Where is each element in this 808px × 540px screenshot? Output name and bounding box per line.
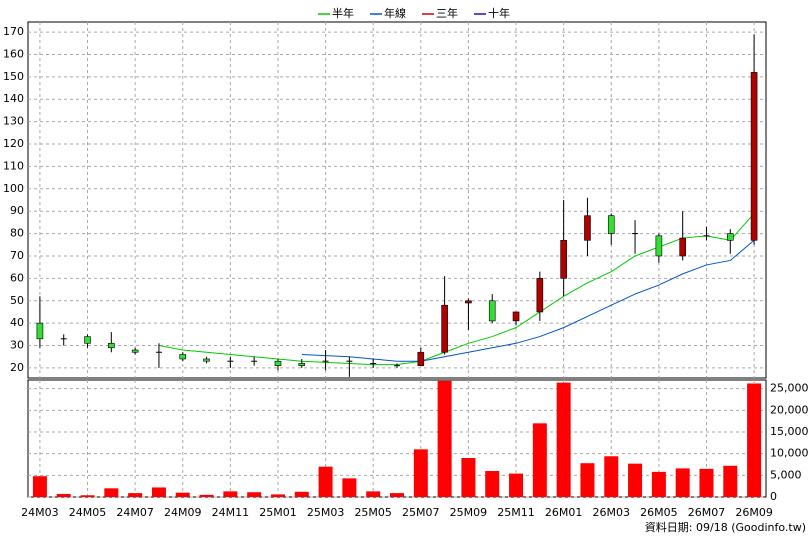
x-tick-label: 24M05 [69, 506, 107, 519]
legend-label: 三年 [436, 6, 458, 20]
x-tick-label: 26M07 [688, 506, 726, 519]
volume-bar [580, 463, 595, 497]
volume-bar [175, 492, 190, 497]
candle-body [679, 237, 686, 257]
legend-label: 年線 [384, 6, 406, 20]
volume-bar [461, 458, 476, 497]
volume-bar [199, 494, 214, 497]
candle-body [417, 351, 425, 366]
candle-body [131, 349, 139, 353]
volume-bar [318, 466, 333, 497]
y-tick-label: 80 [10, 227, 24, 240]
candle-body [441, 304, 448, 353]
candle-body [108, 342, 115, 349]
candle-body [298, 363, 306, 366]
y-tick-label: 70 [10, 249, 24, 262]
legend-label: 半年 [332, 6, 354, 20]
y2-tick-label: 25,000 [770, 382, 808, 395]
volume-bar [675, 468, 690, 497]
y-tick-label: 110 [3, 159, 24, 172]
x-tick-label: 25M05 [354, 506, 392, 519]
price-panel [27, 21, 767, 379]
volume-bar [485, 471, 500, 497]
x-tick-label: 25M01 [259, 506, 297, 519]
x-tick-label: 24M11 [212, 506, 250, 519]
y-tick-label: 160 [3, 47, 24, 60]
volume-bar [294, 491, 309, 497]
volume-bar [390, 493, 404, 497]
x-tick-label: 25M03 [307, 506, 345, 519]
volume-bar [32, 476, 47, 497]
y-tick-label: 50 [10, 294, 24, 307]
x-tick-label: 25M11 [497, 506, 535, 519]
footnote: 資料日期: 09/18 (Goodinfo.tw) [645, 520, 806, 534]
y-tick-label: 40 [10, 316, 24, 329]
volume-bar [366, 491, 381, 497]
y-tick-label: 90 [10, 204, 24, 217]
volume-bar [651, 471, 666, 497]
candle-body [584, 215, 591, 241]
candle-body [560, 240, 567, 279]
x-tick-label: 25M09 [450, 506, 488, 519]
candle-body [536, 278, 544, 313]
volume-bar [56, 493, 71, 497]
x-tick-label: 26M09 [735, 506, 773, 519]
y-tick-label: 120 [3, 137, 24, 150]
candle-body [36, 322, 44, 340]
y-tick-label: 20 [10, 361, 24, 374]
volume-bar [556, 382, 571, 497]
volume-bar [104, 488, 119, 497]
y-tick-label: 30 [10, 339, 24, 352]
x-tick-label: 26M05 [640, 506, 678, 519]
y-tick-label: 60 [10, 271, 24, 284]
volume-bar [247, 492, 262, 497]
y2-tick-label: 0 [770, 490, 777, 503]
x-tick-label: 25M07 [402, 506, 440, 519]
candle-body [512, 311, 520, 322]
volume-bar [604, 456, 619, 497]
volume-bar [723, 465, 738, 497]
ma-line [301, 239, 755, 362]
volume-bar [509, 473, 524, 497]
y-tick-label: 140 [3, 92, 24, 105]
y-tick-label: 150 [3, 70, 24, 83]
y-tick-label: 100 [3, 182, 24, 195]
y-tick-label: 170 [3, 25, 24, 38]
candle-body [488, 300, 496, 322]
candle-body [179, 354, 187, 360]
volume-bar [151, 487, 166, 497]
volume-bar [699, 468, 714, 497]
x-tick-label: 24M03 [21, 506, 59, 519]
y2-tick-label: 10,000 [770, 447, 808, 460]
candle-body [607, 215, 615, 234]
candle-body [750, 72, 758, 241]
volume-bar [628, 463, 643, 497]
candle-body [726, 233, 734, 241]
volume-bar [223, 491, 238, 497]
volume-bar [128, 493, 143, 497]
y2-tick-label: 20,000 [770, 403, 808, 416]
ma-line [158, 213, 755, 366]
x-tick-label: 26M01 [545, 506, 583, 519]
x-tick-label: 24M09 [164, 506, 202, 519]
y-tick-label: 130 [3, 115, 24, 128]
candle-body [655, 235, 663, 257]
volume-bar [413, 449, 428, 497]
candle-body [274, 360, 282, 366]
x-tick-label: 26M03 [593, 506, 631, 519]
volume-bar [532, 423, 547, 497]
y2-tick-label: 15,000 [770, 425, 808, 438]
x-tick-label: 24M07 [116, 506, 154, 519]
candle-body [84, 336, 91, 344]
volume-bar [437, 380, 452, 497]
candle-body [465, 300, 472, 304]
y2-tick-label: 5,000 [770, 468, 802, 481]
candle-body [203, 358, 210, 362]
volume-bar [270, 494, 285, 497]
volume-bar [342, 478, 357, 497]
volume-bar [747, 383, 762, 497]
volume-bar [80, 495, 95, 497]
legend-label: 十年 [488, 6, 510, 20]
